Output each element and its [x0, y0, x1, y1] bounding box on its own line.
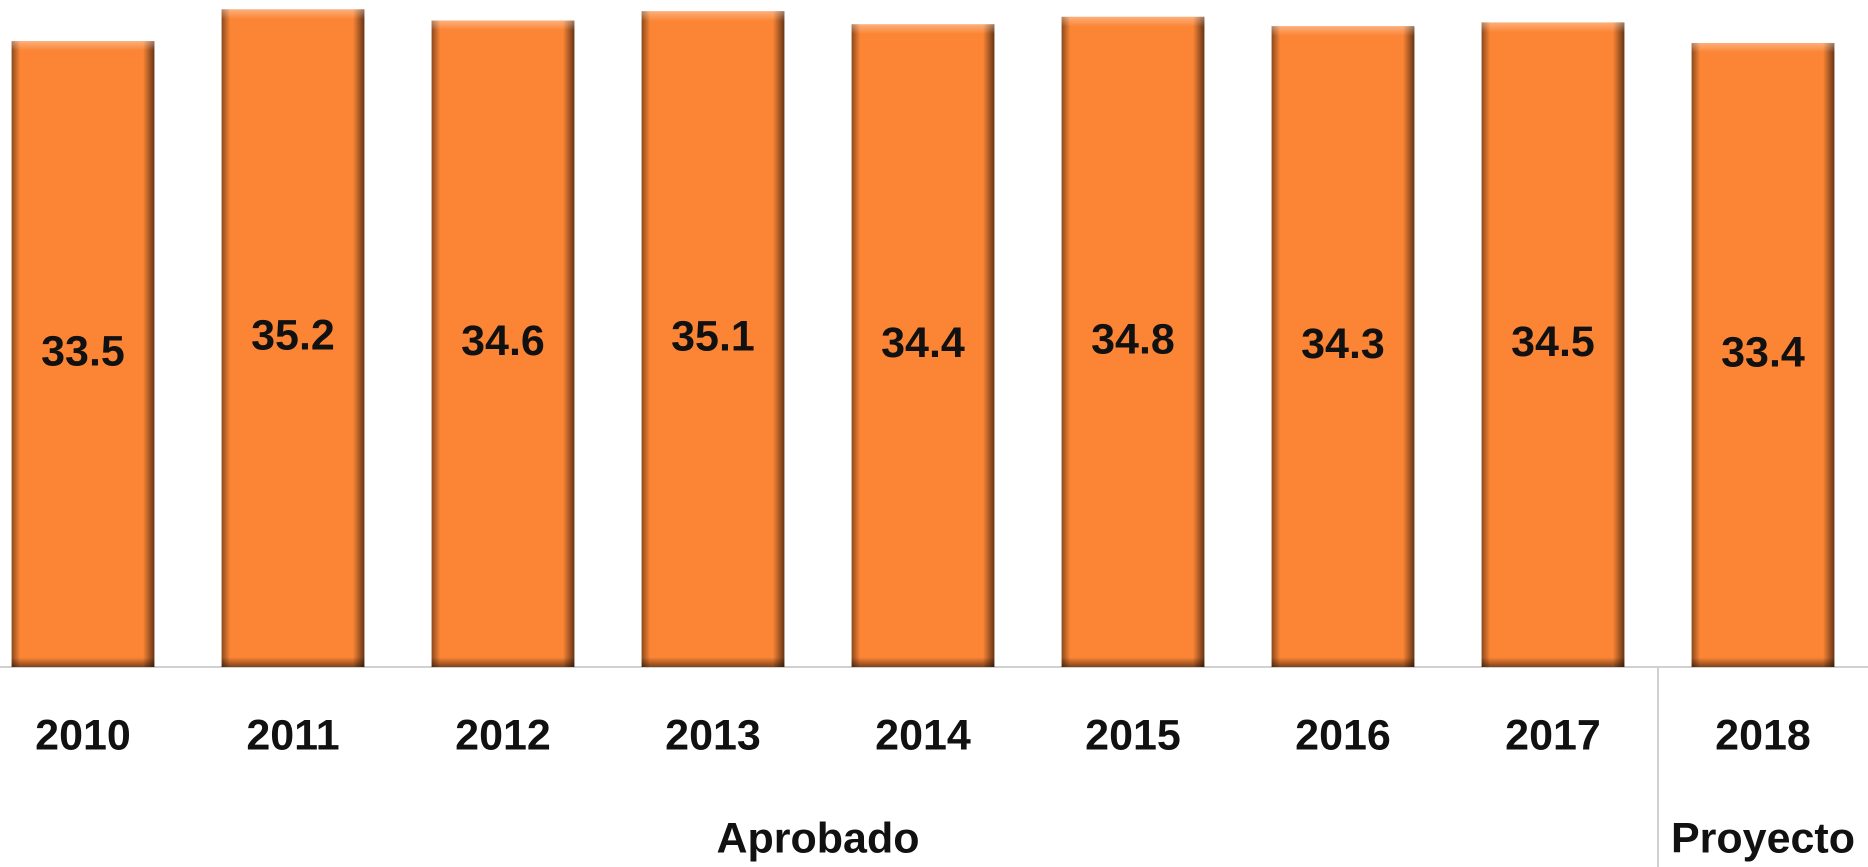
x-tick-label: 2016	[1295, 711, 1391, 759]
bar-shade	[641, 11, 785, 668]
bar-shade	[221, 9, 365, 668]
x-tick-label: 2010	[35, 711, 131, 759]
value-label: 35.2	[251, 312, 335, 360]
value-label: 34.3	[1301, 320, 1385, 368]
value-label: 33.5	[41, 327, 125, 375]
value-label: 33.4	[1721, 328, 1805, 376]
group-label: Aprobado	[716, 814, 919, 862]
x-tick-label: 2012	[455, 711, 551, 759]
bar-shade	[1061, 16, 1205, 668]
x-tick-label: 2018	[1715, 711, 1811, 759]
value-label: 34.4	[881, 319, 965, 367]
x-tick-label: 2017	[1505, 711, 1601, 759]
bar-shade	[11, 41, 155, 668]
value-label: 34.8	[1091, 315, 1175, 363]
bar-shade	[851, 24, 995, 668]
value-label: 35.1	[671, 312, 755, 360]
value-label: 34.5	[1511, 318, 1595, 366]
x-tick-label: 2014	[875, 711, 971, 759]
bar-shade	[1481, 22, 1625, 668]
x-tick-label: 2015	[1085, 711, 1181, 759]
group-label: Proyecto	[1671, 814, 1855, 862]
value-label: 34.6	[461, 317, 545, 365]
x-tick-label: 2013	[665, 711, 761, 759]
bar-shade	[431, 20, 575, 668]
bar-shade	[1691, 42, 1835, 668]
bar-shade	[1271, 26, 1415, 668]
x-tick-label: 2011	[246, 711, 339, 759]
